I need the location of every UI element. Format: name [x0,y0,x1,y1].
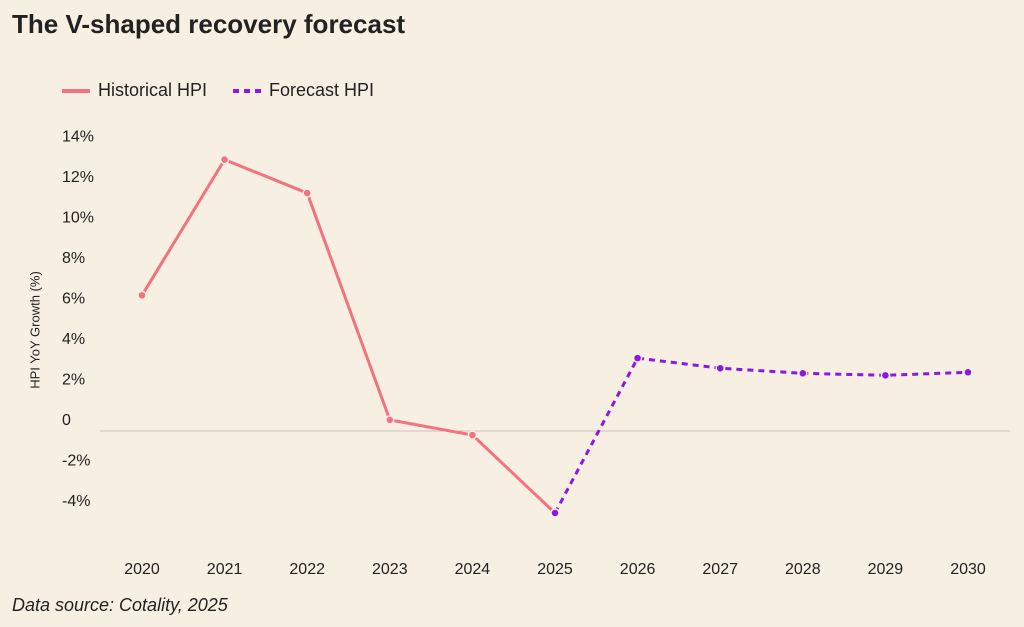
series-line [140,158,557,515]
series-line [553,356,969,514]
x-tick-label: 2021 [207,561,243,578]
data-point [880,370,891,381]
y-tick-label: 4% [62,331,85,348]
source-note: Data source: Cotality, 2025 [12,595,229,615]
x-tick-label: 2024 [455,561,491,578]
data-point [219,154,230,165]
y-tick-label: 0 [62,412,71,429]
x-tick-label: 2025 [537,561,573,578]
x-tick-label: 2022 [289,561,325,578]
x-tick-label: 2023 [372,561,408,578]
data-point [798,368,808,379]
data-point [963,367,973,378]
data-point [467,430,478,440]
y-axis-label: HPI YoY Growth (%) [27,271,42,389]
y-tick-label: -2% [62,453,90,470]
y-tick-label: -4% [62,493,90,510]
legend-label: Historical HPI [98,80,207,100]
data-point [550,508,560,518]
chart-title: The V-shaped recovery forecast [12,9,405,39]
x-tick-label: 2026 [620,561,656,578]
x-tick-label: 2027 [702,561,738,578]
data-point [385,415,395,425]
y-tick-label: 6% [62,291,85,308]
y-tick-label: 8% [62,250,85,267]
data-point [137,290,147,301]
data-point [302,188,312,198]
x-tick-label: 2028 [785,561,821,578]
y-tick-label: 12% [62,169,94,186]
y-tick-label: 2% [62,372,85,389]
x-tick-label: 2030 [950,561,986,578]
legend-label: Forecast HPI [269,80,374,100]
y-tick-label: 14% [62,129,94,146]
x-tick-label: 2020 [124,561,160,578]
data-point [715,363,725,373]
data-point [632,353,643,363]
y-tick-label: 10% [62,210,94,227]
x-tick-label: 2029 [868,561,904,578]
